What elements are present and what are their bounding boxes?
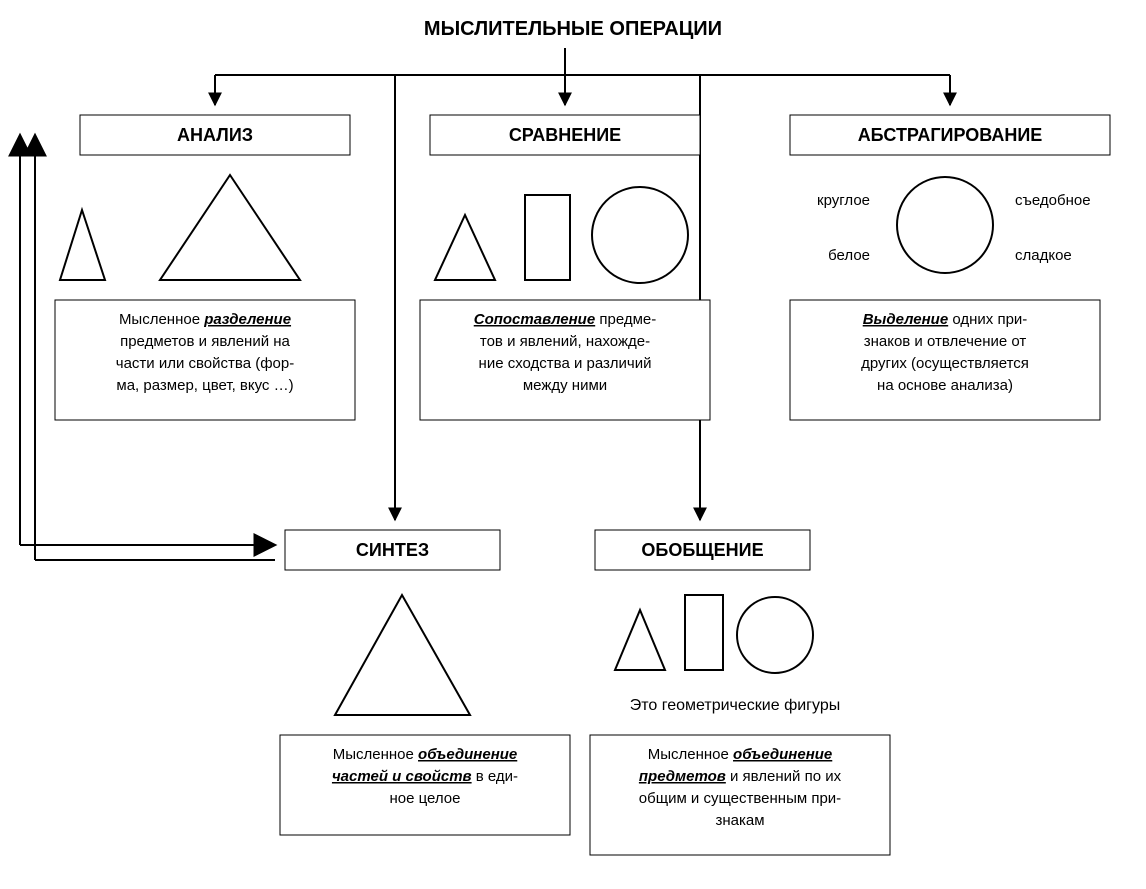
svg-text:СРАВНЕНИЕ: СРАВНЕНИЕ (509, 125, 621, 145)
svg-text:ное целое: ное целое (389, 790, 460, 807)
svg-text:АНАЛИЗ: АНАЛИЗ (177, 125, 253, 145)
svg-text:частей и свойств в еди-: частей и свойств в еди- (332, 768, 518, 785)
diagram-title: МЫСЛИТЕЛЬНЫЕ ОПЕРАЦИИ (424, 18, 722, 40)
svg-text:на основе анализа): на основе анализа) (877, 377, 1013, 394)
svg-text:белое: белое (828, 247, 870, 264)
svg-text:сладкое: сладкое (1015, 247, 1072, 264)
svg-text:предметов и явлений по их: предметов и явлений по их (639, 768, 842, 785)
svg-text:между ними: между ними (523, 377, 607, 394)
general-caption: Это геометрические фигуры (630, 697, 840, 714)
svg-text:Мысленное объединение: Мысленное объединение (333, 746, 518, 763)
svg-text:съедобное: съедобное (1015, 192, 1091, 209)
svg-text:общим и существенным при-: общим и существенным при- (639, 790, 841, 807)
svg-text:Выделение одних при-: Выделение одних при- (863, 311, 1028, 328)
svg-text:Сопоставление предме-: Сопоставление предме- (474, 311, 657, 328)
svg-text:Мысленное разделение: Мысленное разделение (119, 311, 291, 328)
svg-text:других (осуществляется: других (осуществляется (861, 355, 1029, 372)
svg-text:тов и явлений, нахожде-: тов и явлений, нахожде- (480, 333, 650, 350)
svg-text:знакам: знакам (715, 812, 764, 829)
svg-text:части или свойства (фор-: части или свойства (фор- (116, 355, 294, 372)
svg-text:знаков и отвлечение от: знаков и отвлечение от (864, 333, 1027, 350)
svg-text:круглое: круглое (817, 192, 870, 209)
svg-text:Мысленное объединение: Мысленное объединение (648, 746, 833, 763)
svg-text:ОБОБЩЕНИЕ: ОБОБЩЕНИЕ (641, 540, 763, 560)
svg-text:ние сходства и различий: ние сходства и различий (479, 355, 652, 372)
diagram-canvas: МЫСЛИТЕЛЬНЫЕ ОПЕРАЦИИ АНАЛИЗ СРАВНЕНИЕ АБСТ… (0, 0, 1146, 889)
svg-text:предметов и явлений на: предметов и явлений на (120, 333, 290, 350)
svg-text:АБСТРАГИРОВАНИЕ: АБСТРАГИРОВАНИЕ (858, 125, 1043, 145)
svg-text:СИНТЕЗ: СИНТЕЗ (356, 540, 429, 560)
svg-text:ма, размер, цвет, вкус …): ма, размер, цвет, вкус …) (116, 377, 293, 394)
